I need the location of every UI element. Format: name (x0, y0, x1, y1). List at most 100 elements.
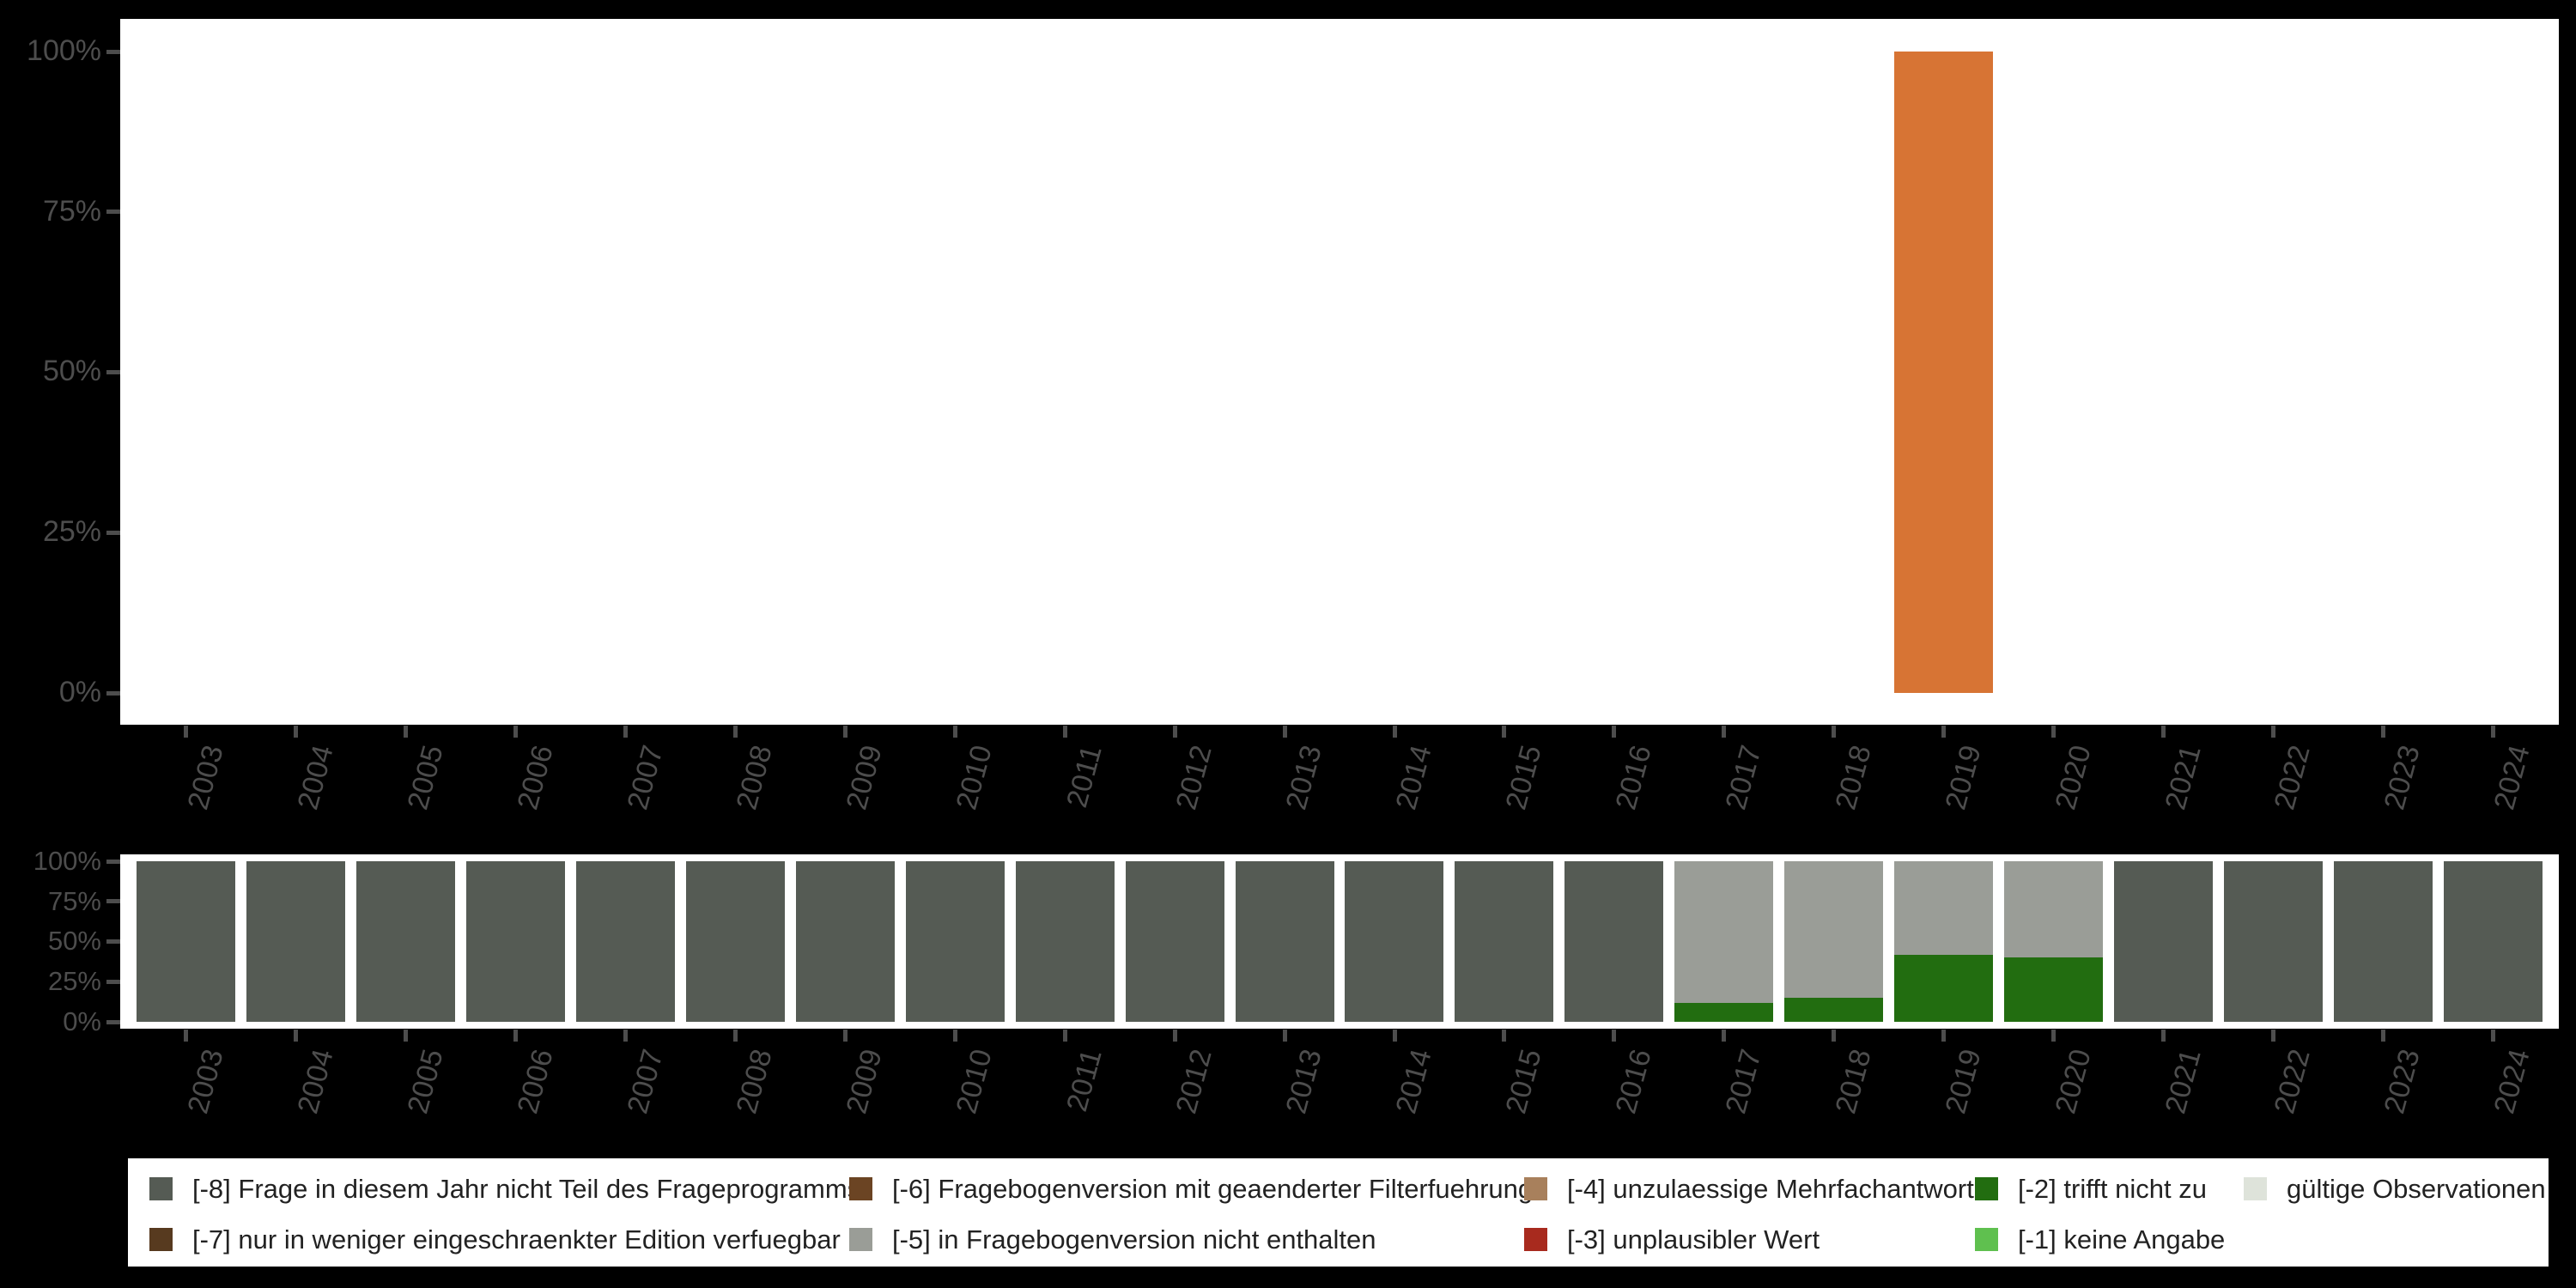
legend-label: [-7] nur in weniger eingeschraenkter Edi… (192, 1224, 841, 1255)
x-axis-tick (842, 1030, 848, 1042)
x-axis-tick-label: 2007 (620, 1046, 670, 1117)
x-axis-tick-label: 2014 (1389, 742, 1438, 813)
bar-segment (1125, 861, 1224, 1022)
bar-segment (356, 861, 456, 1022)
x-axis-tick-label: 2014 (1389, 1046, 1438, 1117)
x-axis-tick-label: 2024 (2488, 742, 2537, 813)
x-axis-tick-label: 2016 (1609, 742, 1658, 813)
x-axis-tick (294, 1030, 299, 1042)
x-axis-tick (513, 1030, 518, 1042)
x-axis-tick (1502, 726, 1507, 738)
x-axis-tick-label: 2016 (1609, 1046, 1658, 1117)
legend-label: [-4] unzulaessige Mehrfachantwort (1567, 1173, 1974, 1204)
x-axis-tick (2490, 726, 2495, 738)
legend-item: [-7] nur in weniger eingeschraenkter Edi… (149, 1224, 841, 1255)
bar-segment (685, 861, 785, 1022)
legend-item: [-4] unzulaessige Mehrfachantwort (1524, 1174, 1974, 1204)
x-axis-tick-label: 2017 (1719, 1046, 1768, 1117)
x-axis-tick-label: 2019 (1939, 742, 1988, 813)
y-axis-tick (106, 210, 120, 215)
x-axis-tick (1392, 726, 1397, 738)
legend-item: [-1] keine Angabe (1975, 1224, 2225, 1255)
legend-swatch (1975, 1177, 1998, 1200)
legend-swatch (849, 1177, 872, 1200)
x-axis-tick-label: 2015 (1499, 742, 1548, 813)
y-axis-tick-label: 75% (47, 885, 101, 916)
y-axis-tick (106, 859, 120, 864)
x-axis-tick-label: 2009 (840, 1046, 890, 1117)
bar-segment (2443, 861, 2543, 1022)
x-axis-tick-label: 2006 (510, 742, 560, 813)
x-axis-tick (1172, 726, 1177, 738)
x-axis-tick (623, 726, 628, 738)
x-axis-tick-label: 2021 (2158, 742, 2208, 813)
legend-label: [-8] Frage in diesem Jahr nicht Teil des… (192, 1173, 861, 1204)
legend-label: [-2] trifft nicht zu (2018, 1173, 2207, 1204)
legend-label: [-5] in Fragebogenversion nicht enthalte… (892, 1224, 1376, 1255)
x-axis-tick-label: 2004 (291, 742, 340, 813)
x-axis-tick (2490, 1030, 2495, 1042)
y-axis-tick-label: 100% (33, 845, 101, 876)
legend-label: [-6] Fragebogenversion mit geaenderter F… (892, 1173, 1534, 1204)
x-axis-tick (1612, 726, 1617, 738)
bar-segment (575, 861, 675, 1022)
y-axis-tick (106, 1019, 120, 1024)
bar-segment (1674, 861, 1774, 1003)
x-axis-tick (2380, 726, 2385, 738)
bar-segment (2113, 861, 2213, 1022)
x-axis-tick-label: 2022 (2268, 742, 2318, 813)
y-axis-tick (106, 530, 120, 535)
y-axis-tick (106, 979, 120, 984)
legend-item: [-6] Fragebogenversion mit geaenderter F… (849, 1174, 1533, 1204)
x-axis-tick (2380, 1030, 2385, 1042)
x-axis-tick (1172, 1030, 1177, 1042)
bar-segment (1784, 998, 1884, 1023)
x-axis-tick (2161, 726, 2166, 738)
legend: [-8] Frage in diesem Jahr nicht Teil des… (128, 1158, 2549, 1267)
y-axis-tick (106, 370, 120, 374)
x-axis-tick (2270, 1030, 2275, 1042)
legend-swatch (149, 1228, 173, 1251)
y-axis-tick (106, 899, 120, 904)
x-axis-tick-label: 2018 (1829, 1046, 1878, 1117)
x-axis-tick (1941, 726, 1947, 738)
bar-segment (1894, 861, 1994, 955)
x-axis-tick (184, 1030, 189, 1042)
x-axis-tick (404, 726, 409, 738)
x-axis-tick (952, 1030, 957, 1042)
y-axis-tick (106, 939, 120, 944)
x-axis-tick-label: 2017 (1719, 742, 1768, 813)
x-axis-tick-label: 2004 (291, 1046, 340, 1117)
plot-panel (120, 19, 2559, 725)
x-axis-tick (842, 726, 848, 738)
x-axis-tick-label: 2007 (620, 742, 670, 813)
bar-segment (795, 861, 895, 1022)
legend-label: [-3] unplausibler Wert (1567, 1224, 1820, 1255)
legend-swatch (149, 1177, 173, 1200)
x-axis-tick-label: 2018 (1829, 742, 1878, 813)
bar-segment (2333, 861, 2433, 1022)
x-axis-tick (952, 726, 957, 738)
y-axis-tick-label: 100% (27, 33, 101, 67)
y-axis-tick-label: 25% (42, 515, 101, 549)
x-axis-tick (1832, 726, 1837, 738)
x-axis-tick-label: 2003 (181, 742, 230, 813)
legend-item: [-3] unplausibler Wert (1524, 1224, 1820, 1255)
x-axis-tick-label: 2010 (950, 742, 999, 813)
x-axis-tick (2051, 726, 2056, 738)
x-axis-tick (1722, 1030, 1727, 1042)
bar-segment (1235, 861, 1334, 1022)
x-axis-tick-label: 2011 (1060, 742, 1109, 811)
y-axis-tick-label: 25% (47, 966, 101, 997)
legend-swatch (1975, 1228, 1998, 1251)
x-axis-tick (1282, 1030, 1287, 1042)
x-axis-tick-label: 2008 (730, 742, 780, 813)
x-axis-tick (623, 1030, 628, 1042)
x-axis-tick-label: 2011 (1060, 1046, 1109, 1115)
x-axis-tick (2051, 1030, 2056, 1042)
bar-segment (1455, 861, 1554, 1022)
y-axis-tick-label: 50% (47, 926, 101, 957)
bar-segment (1345, 861, 1444, 1022)
legend-label: gültige Observationen (2287, 1173, 2546, 1204)
x-axis-tick-label: 2023 (2378, 1046, 2427, 1117)
